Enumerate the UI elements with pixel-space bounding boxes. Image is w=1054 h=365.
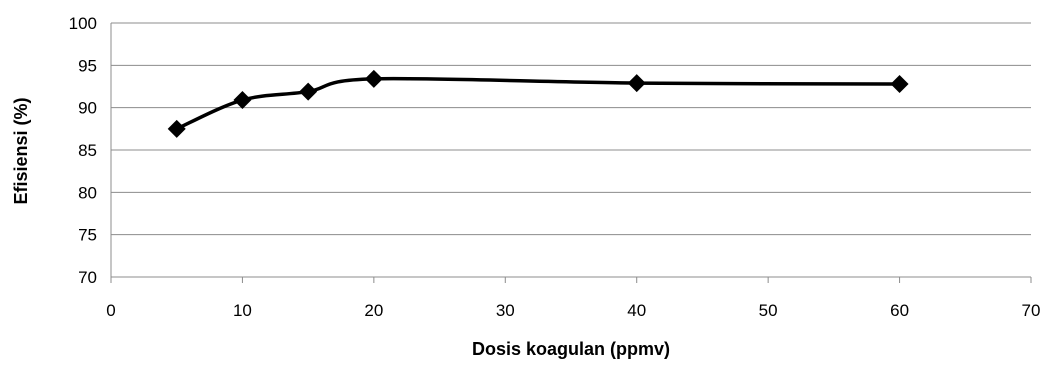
data-point-marker: [890, 74, 909, 93]
data-point-marker: [627, 74, 646, 93]
x-tick-label: 10: [233, 301, 252, 320]
axes: [110, 23, 1032, 283]
x-axis-title: Dosis koagulan (ppmv): [472, 339, 670, 359]
y-tick-labels: 70 75 80 85 90 95 100: [69, 14, 97, 287]
x-tick-label: 60: [890, 301, 909, 320]
y-tick-label: 90: [78, 99, 97, 118]
x-tick-label: 20: [364, 301, 383, 320]
y-tick-label: 100: [69, 14, 97, 33]
markers: [167, 69, 909, 138]
x-tick-label: 40: [627, 301, 646, 320]
y-axis-title: Efisiensi (%): [11, 97, 31, 204]
x-tick-label: 0: [106, 301, 115, 320]
x-tick-label: 70: [1022, 301, 1041, 320]
gridlines: [111, 22, 1031, 278]
x-tick-labels: 0 10 20 30 40 50 60 70: [106, 301, 1040, 320]
x-tick-label: 50: [759, 301, 778, 320]
x-tick-label: 30: [496, 301, 515, 320]
y-tick-label: 80: [78, 183, 97, 202]
y-tick-label: 95: [78, 56, 97, 75]
data-point-marker: [233, 91, 252, 110]
data-point-marker: [299, 82, 318, 101]
series-line: [174, 76, 902, 131]
data-point-marker: [364, 69, 383, 88]
y-tick-label: 70: [78, 268, 97, 287]
data-point-marker: [167, 119, 186, 138]
y-tick-label: 85: [78, 141, 97, 160]
y-tick-label: 75: [78, 226, 97, 245]
